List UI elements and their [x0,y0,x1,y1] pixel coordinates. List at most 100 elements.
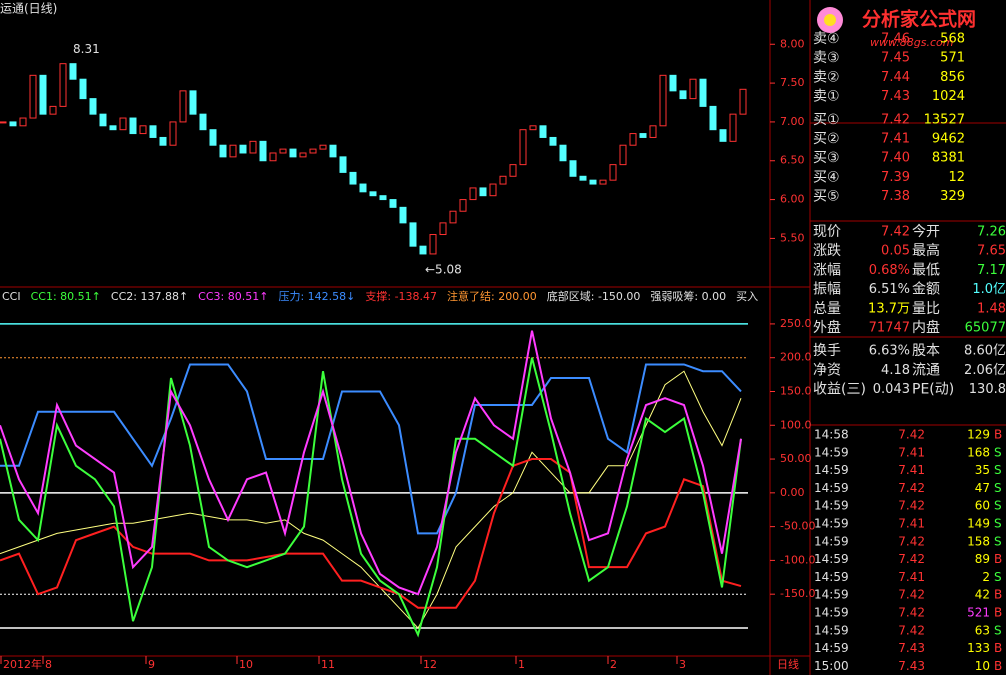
stat-cell: 0.68% [869,263,910,278]
candle [569,160,577,177]
candle [649,125,657,138]
stat-cell: 内盘 [912,319,940,336]
candle [279,148,287,154]
candle [259,140,267,162]
candle [449,210,457,224]
candle [389,199,397,208]
x-tick-label: 11 [321,658,335,671]
stat-cell: 收益(三) [813,382,866,398]
indicator-legend: 买入 [736,290,758,303]
indicator-legend: 压力: 142.58↓ [278,290,355,303]
trade-price: 7.42 [898,552,925,566]
candle [9,121,17,127]
candle [559,144,567,162]
candle [199,113,207,131]
y-tick-label: 250.0 [780,317,812,330]
book-volume: 568 [940,32,965,47]
trade-price: 7.42 [898,588,925,602]
candle [639,133,647,138]
indicator-line [0,330,742,596]
candle [129,117,137,135]
indicator-line [0,357,742,638]
candle [139,125,147,135]
book-volume: 329 [940,189,965,204]
candle [29,74,37,119]
stat-cell: 71747 [869,321,910,336]
y-tick-label: 150.0 [780,384,812,397]
trade-price: 7.41 [898,463,925,477]
trade-volume: 129 [967,428,990,442]
candle [359,183,367,193]
stat-cell: 金额 [912,282,940,298]
candle [79,78,87,100]
candle [619,144,627,166]
stat-cell: 6.63% [869,344,910,359]
stat-cell: 130.8 [969,382,1006,397]
trade-price: 7.42 [898,499,925,513]
trade-volume: 521 [967,606,990,620]
x-tick-label: 2 [610,658,617,671]
candle [179,90,187,123]
trade-side: S [994,623,1002,637]
trade-side: S [994,534,1002,548]
trade-side: S [994,517,1002,531]
x-tick-label: 9 [148,658,155,671]
book-price: 7.46 [881,32,910,47]
candle [469,187,477,201]
trade-volume: 168 [967,445,990,459]
y-tick-label: 0.00 [780,486,805,499]
candle [379,195,387,201]
book-label: 买④ [813,169,840,185]
y-tick-label: -100.0 [780,553,815,566]
candle [89,98,97,115]
book-label: 买⑤ [813,189,840,205]
y-tick-label: 7.50 [780,76,805,89]
candle [529,125,537,131]
candle [679,90,687,100]
stat-cell: 量比 [912,301,940,317]
candle [249,140,257,154]
book-label: 买① [813,112,840,128]
candle [349,171,357,185]
stat-cell: 现价 [813,224,841,240]
candle [709,105,717,131]
candle [459,199,467,212]
y-tick-label: 100.0 [780,418,812,431]
stat-cell: 1.48 [977,301,1006,316]
book-price: 7.39 [881,170,910,185]
stat-cell: 最低 [912,262,940,278]
candle [119,117,127,131]
trade-time: 14:59 [814,641,849,655]
trade-side: S [994,463,1002,477]
book-volume: 1024 [932,89,965,104]
stat-cell: 7.42 [881,225,910,240]
trade-time: 14:59 [814,517,849,531]
y-tick-label: 50.00 [780,452,812,465]
trade-time: 14:59 [814,481,849,495]
indicator-legend: 底部区域: -150.00 [547,289,641,303]
candle [0,121,7,124]
candle [539,125,547,138]
book-volume: 9462 [932,132,965,147]
book-label: 卖③ [813,50,840,66]
indicator-legend: 支撑: -138.47 [365,289,437,303]
candle [439,222,447,236]
x-tick-label: 8 [45,658,52,671]
candle [189,90,197,115]
candle [369,191,377,197]
stat-cell: 涨幅 [813,262,841,278]
candle [39,74,47,115]
trade-side: B [994,606,1002,620]
stat-cell: 今开 [912,224,940,240]
y-tick-label: 6.50 [780,154,805,167]
stat-cell: PE(动) [912,382,954,398]
trade-time: 14:59 [814,606,849,620]
y-tick-label: -150.0 [780,587,815,600]
stat-cell: 最高 [912,242,940,259]
trade-volume: 10 [975,659,990,673]
candle [49,105,57,115]
candle [489,183,497,197]
book-volume: 8381 [932,151,965,166]
book-price: 7.45 [881,51,910,66]
